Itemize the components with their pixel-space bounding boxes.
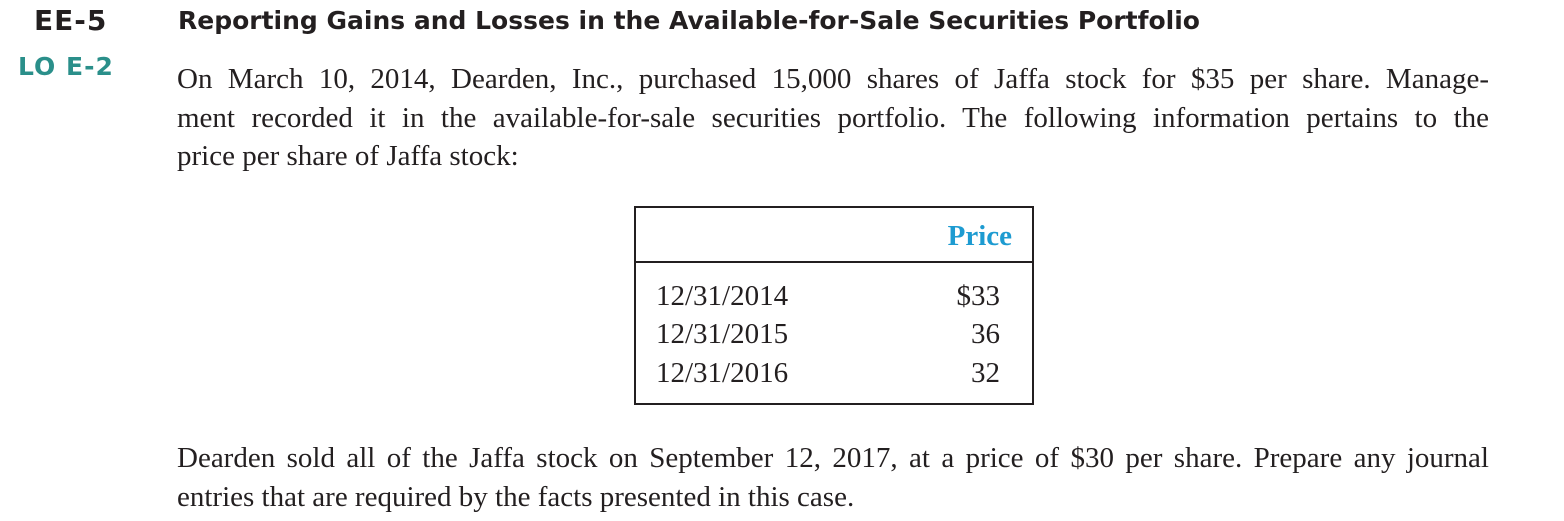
intro-line: On March 10, 2014, Dearden, Inc., purcha… — [177, 63, 1489, 95]
row-date: 12/31/2016 — [656, 357, 789, 389]
intro-line: price per share of Jaffa stock: — [177, 140, 519, 172]
exercise-number: EE-5 — [34, 4, 108, 37]
price-table-header: Price — [636, 208, 1032, 263]
price-table: Price 12/31/2014 $33 12/31/2015 36 12/31… — [634, 206, 1034, 405]
table-row: 12/31/2015 36 — [636, 318, 1032, 356]
table-row: 12/31/2016 32 — [636, 357, 1032, 395]
row-price: 32 — [971, 357, 1000, 389]
exercise-title: Reporting Gains and Losses in the Availa… — [178, 6, 1200, 35]
intro-paragraph: On March 10, 2014, Dearden, Inc., purcha… — [177, 60, 1489, 176]
row-price: $33 — [956, 280, 1001, 312]
closing-line: entries that are required by the facts p… — [177, 480, 855, 513]
closing-paragraph: Dearden sold all of the Jaffa stock on S… — [177, 439, 1489, 516]
row-date: 12/31/2014 — [656, 280, 789, 312]
closing-line: Dearden sold all of the Jaffa stock on S… — [177, 442, 1489, 474]
table-row: 12/31/2014 $33 — [636, 280, 1032, 318]
row-price: 36 — [971, 318, 1000, 350]
price-column-header: Price — [947, 220, 1012, 252]
row-date: 12/31/2015 — [656, 318, 789, 350]
learning-objective: LO E-2 — [18, 52, 114, 81]
intro-line: ment recorded it in the available-for-sa… — [177, 101, 1489, 134]
